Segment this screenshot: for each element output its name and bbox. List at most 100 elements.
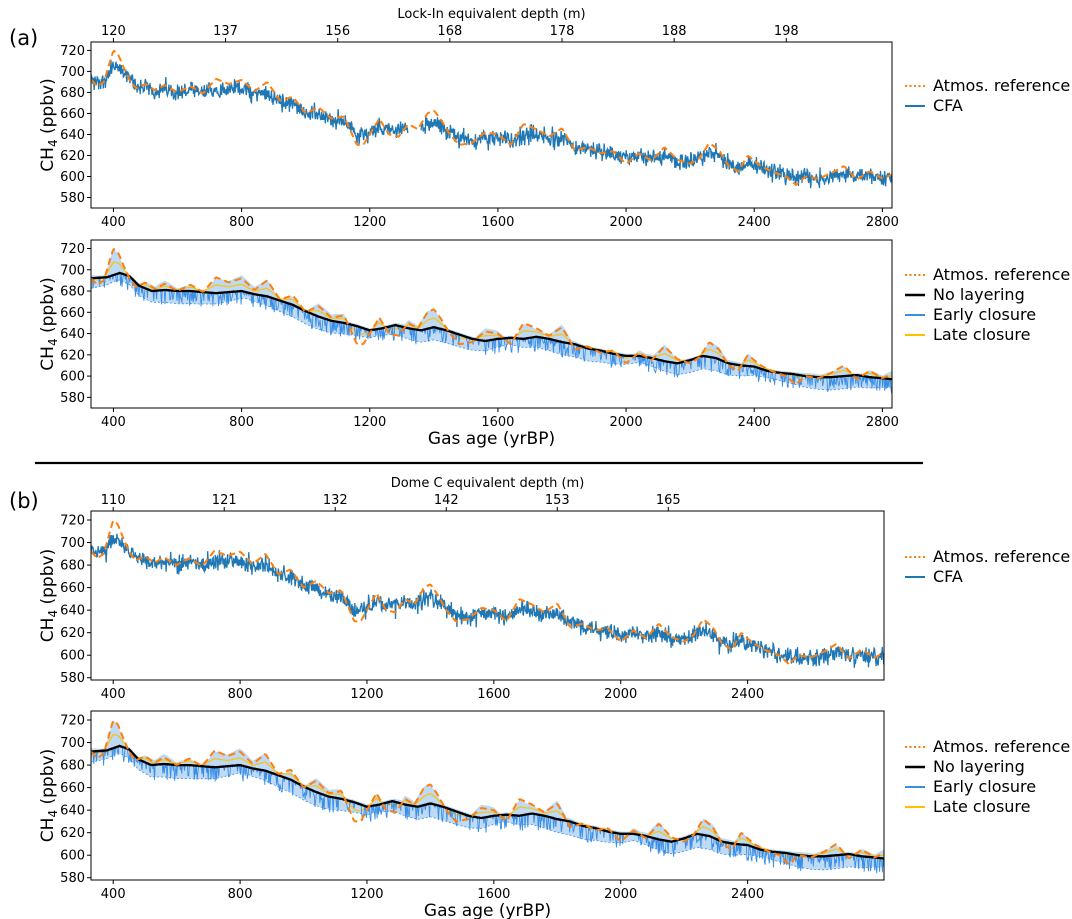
axes-frame (90, 239, 893, 409)
top-tick-label: 153 (545, 493, 570, 508)
top-tick-label: 198 (774, 24, 799, 39)
y-tick-label: 700 (60, 65, 85, 80)
x-tick-label: 1600 (481, 415, 514, 430)
legend-label: Late closure (933, 797, 1031, 816)
x-tick-label: 1200 (353, 415, 386, 430)
y-axis-label: CH4 (ppbv) (38, 549, 60, 642)
legend-label: Atmos. reference (933, 265, 1070, 284)
x-tick-label: 400 (101, 415, 126, 430)
series-no-layering (91, 744, 884, 860)
plot-area (91, 49, 892, 189)
y-tick-label: 700 (60, 263, 85, 278)
panel-letter: (a) (9, 26, 38, 50)
x-tick-label: 800 (229, 215, 254, 230)
panel-letter: (b) (9, 489, 39, 513)
y-tick-label: 640 (60, 128, 85, 143)
y-axis-label: CH4 (ppbv) (38, 277, 60, 370)
legend-label: Atmos. reference (933, 76, 1070, 95)
y-tick-label: 720 (60, 714, 85, 729)
series-cfa (91, 59, 892, 189)
plot-area (91, 247, 892, 394)
top-tick-label: 156 (325, 24, 350, 39)
legend-label: CFA (933, 96, 963, 115)
legend-label: Early closure (933, 777, 1036, 796)
top-tick-label: 137 (213, 24, 238, 39)
series-atmos-reference (91, 719, 884, 866)
y-tick-label: 680 (60, 559, 85, 574)
x-tick-label: 2000 (604, 887, 637, 902)
x-tick-label: 800 (228, 687, 253, 702)
y-tick-label: 600 (60, 170, 85, 185)
band-lower-edge (91, 279, 892, 391)
top-tick-label: 120 (101, 24, 126, 39)
x-tick-label: 2400 (738, 415, 771, 430)
x-tick-label: 2400 (731, 887, 764, 902)
y-tick-label: 620 (60, 149, 85, 164)
y-tick-label: 580 (60, 671, 85, 686)
y-tick-label: 640 (60, 604, 85, 619)
x-tick-label: 800 (228, 887, 253, 902)
legend-label: Late closure (933, 325, 1031, 344)
y-tick-label: 720 (60, 44, 85, 59)
series-atmos-reference (91, 247, 892, 386)
plot-area (91, 519, 884, 668)
chart-panel-2: 400 800 1200 1600 2000 2400 2800 580 600 620 640 66… (38, 239, 1070, 449)
y-tick-label: 720 (60, 242, 85, 257)
y-tick-label: 700 (60, 736, 85, 751)
y-tick-label: 600 (60, 370, 85, 385)
top-tick-label: 168 (437, 24, 462, 39)
top-tick-label: 165 (656, 493, 681, 508)
y-axis-label: CH4 (ppbv) (38, 749, 60, 842)
axes-frame (90, 510, 885, 681)
x-tick-label: 400 (101, 687, 126, 702)
y-tick-label: 620 (60, 826, 85, 841)
series-late-closure (91, 733, 884, 858)
legend-label: No layering (933, 757, 1025, 776)
y-tick-label: 680 (60, 86, 85, 101)
top-tick-label: 188 (662, 24, 687, 39)
y-tick-label: 620 (60, 626, 85, 641)
axes-frame (90, 41, 893, 209)
y-tick-label: 600 (60, 649, 85, 664)
series-atmos-reference (91, 519, 884, 666)
chart-panel-1: 400 800 1200 1600 2000 2400 2800 580 600 620 640 66… (9, 7, 1070, 230)
legend-label: No layering (933, 285, 1025, 304)
y-tick-label: 700 (60, 536, 85, 551)
plot-area (91, 719, 884, 874)
x-tick-label: 2400 (731, 687, 764, 702)
closure-range-band (91, 249, 892, 390)
top-axis-label: Lock-In equivalent depth (m) (397, 7, 585, 22)
y-tick-label: 660 (60, 581, 85, 596)
series-atmos-reference (91, 49, 892, 187)
top-axis-label: Dome C equivalent depth (m) (391, 476, 585, 491)
x-tick-label: 1600 (477, 887, 510, 902)
top-tick-label: 132 (323, 493, 348, 508)
x-tick-label: 1200 (350, 887, 383, 902)
top-tick-label: 121 (212, 493, 237, 508)
series-no-layering (91, 271, 892, 381)
y-tick-label: 680 (60, 759, 85, 774)
y-tick-label: 580 (60, 391, 85, 406)
y-tick-label: 660 (60, 781, 85, 796)
chart-panel-3: 400 800 1200 1600 2000 2400 580 600 620 640 660 680… (9, 476, 1070, 702)
x-tick-label: 1600 (481, 215, 514, 230)
x-tick-label: 2400 (738, 215, 771, 230)
x-axis-label: Gas age (yrBP) (424, 901, 551, 919)
y-tick-label: 660 (60, 306, 85, 321)
y-axis-label: CH4 (ppbv) (38, 78, 60, 171)
y-tick-label: 660 (60, 107, 85, 122)
series-cfa (91, 533, 884, 668)
y-tick-label: 640 (60, 804, 85, 819)
closure-range-band (91, 720, 884, 870)
top-tick-label: 178 (550, 24, 575, 39)
y-tick-label: 720 (60, 514, 85, 529)
x-tick-label: 400 (101, 215, 126, 230)
x-tick-label: 2800 (866, 415, 899, 430)
x-tick-label: 2000 (610, 215, 643, 230)
y-tick-label: 580 (60, 191, 85, 206)
x-tick-label: 400 (101, 887, 126, 902)
x-tick-label: 1600 (477, 687, 510, 702)
